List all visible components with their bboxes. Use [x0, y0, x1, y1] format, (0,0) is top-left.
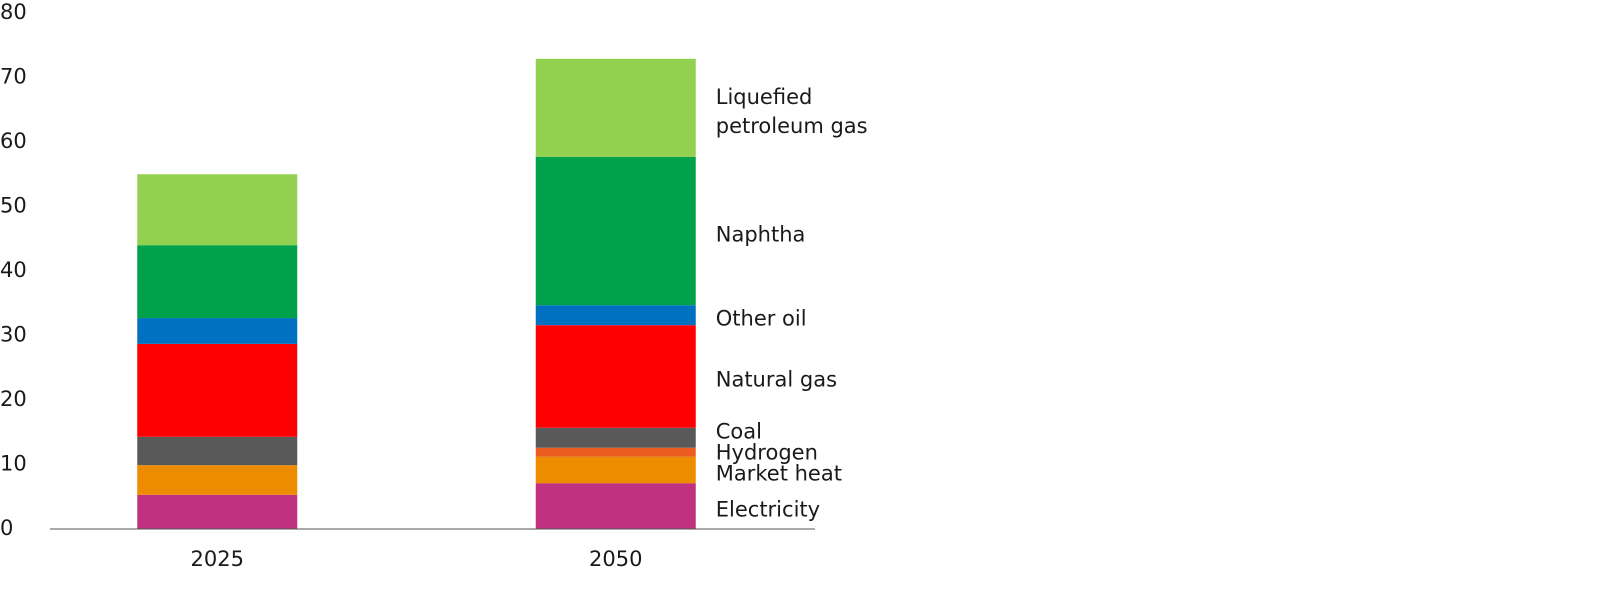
legend-label: Other oil [715, 306, 807, 331]
legend-label: Naphtha [715, 222, 806, 247]
legend-label: Coal [715, 419, 762, 444]
y-tick-label: 50 [0, 194, 27, 218]
y-tick-label: 0 [0, 516, 13, 540]
bar-segment [137, 465, 298, 495]
legend-label: Natural gas [715, 367, 838, 392]
y-tick-label: 30 [0, 323, 27, 347]
y-tick-label: 10 [0, 452, 27, 476]
bar-segment [137, 494, 298, 529]
y-tick-label: 20 [0, 387, 27, 411]
bar-segment [137, 436, 298, 466]
bar-segment [535, 305, 696, 326]
legend-label: Electricity [715, 497, 821, 522]
bar-segment [535, 325, 696, 428]
bar-segment [535, 456, 696, 484]
bar-segment [535, 483, 696, 529]
x-tick-label: 2050 [589, 547, 642, 571]
bar-segment [137, 174, 298, 246]
legend-label: Market heat [715, 461, 842, 486]
x-tick-label: 2025 [191, 547, 244, 571]
legend-label: Liquefied petroleum gas [715, 84, 868, 138]
bar-segment [137, 343, 298, 437]
bar-segment [535, 156, 696, 306]
bar-segment [137, 245, 298, 319]
legend-label: Hydrogen [715, 440, 818, 465]
y-tick-label: 70 [0, 65, 27, 89]
bar-segment [137, 318, 298, 344]
y-tick-label: 80 [0, 0, 27, 24]
bar-segment [535, 58, 696, 157]
bar-segment [535, 427, 696, 448]
y-tick-label: 60 [0, 129, 27, 153]
bar-segment [535, 447, 696, 457]
y-tick-label: 40 [0, 258, 27, 282]
